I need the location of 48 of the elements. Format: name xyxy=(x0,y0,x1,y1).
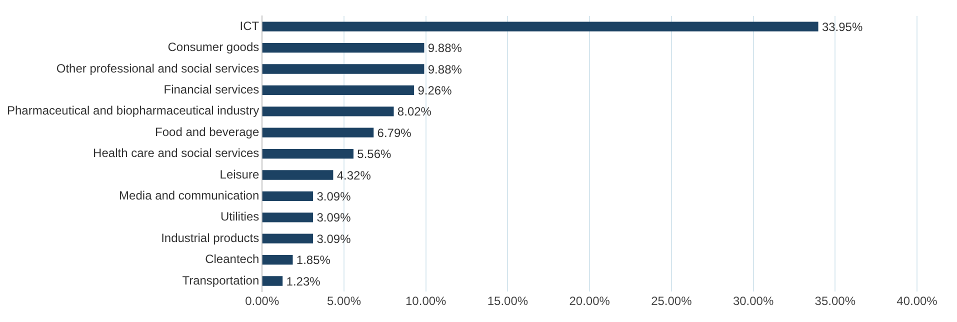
data-label: 9.26% xyxy=(418,84,452,98)
bar xyxy=(262,64,424,74)
data-label: 5.56% xyxy=(357,147,392,162)
y-tick-label: Other professional and social services xyxy=(56,61,260,76)
y-tick-label: Utilities xyxy=(220,210,260,224)
x-tick-label: 25.00% xyxy=(651,294,692,308)
bar xyxy=(262,42,424,53)
y-tick-label: Industrial products xyxy=(161,230,260,245)
bar xyxy=(262,212,314,222)
y-tick-label: Leisure xyxy=(220,167,260,182)
y-tick-label: Health care and social services xyxy=(93,146,260,160)
data-label: 1.85% xyxy=(296,253,331,268)
x-tick-label: 35.00% xyxy=(814,294,856,308)
y-tick-label: Consumer goods xyxy=(168,40,260,54)
data-label: 9.88% xyxy=(428,62,462,76)
data-label: 1.23% xyxy=(286,274,321,288)
x-tick-label: 5.00% xyxy=(326,294,362,308)
x-tick-label: 10.00% xyxy=(406,294,447,308)
bar xyxy=(262,254,293,265)
y-tick-label: Financial services xyxy=(164,82,260,97)
data-label: 6.79% xyxy=(377,126,412,140)
y-tick-label: ICT xyxy=(240,18,260,33)
x-tick-label: 30.00% xyxy=(732,294,774,308)
data-label: 33.95% xyxy=(822,20,863,34)
bar xyxy=(262,128,374,138)
data-label: 3.09% xyxy=(316,232,352,246)
y-tick-label: Transportation xyxy=(182,273,260,288)
data-label: 4.32% xyxy=(336,168,372,182)
bar xyxy=(262,276,283,286)
y-tick-label: Media and communication xyxy=(119,188,260,203)
bar xyxy=(262,148,354,159)
y-tick-label: Food and beverage xyxy=(155,124,260,139)
y-tick-label: Pharmaceutical and biopharmaceutical industry xyxy=(6,104,260,118)
y-tick-label: Cleantech xyxy=(205,252,260,266)
bar xyxy=(262,106,394,116)
bar xyxy=(262,170,334,180)
x-tick-label: 15.00% xyxy=(487,294,528,308)
bar xyxy=(262,22,818,32)
data-label: 3.09% xyxy=(316,190,352,204)
data-label: 8.02% xyxy=(397,104,432,119)
bar xyxy=(262,85,414,96)
x-tick-label: 20.00% xyxy=(569,294,610,308)
bar xyxy=(262,234,314,244)
bar xyxy=(262,191,314,202)
x-tick-label: 40.00% xyxy=(896,294,938,308)
x-tick-label: 0.00% xyxy=(245,294,280,308)
data-label: 9.88% xyxy=(428,41,462,56)
data-label: 3.09% xyxy=(316,210,352,225)
